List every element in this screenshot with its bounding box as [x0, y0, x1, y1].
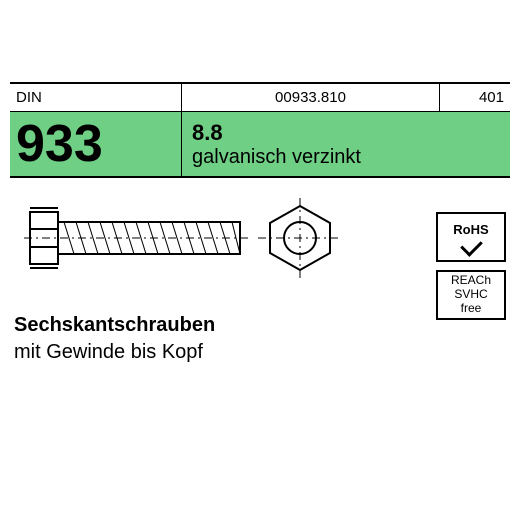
rohs-label: RoHS: [453, 222, 488, 237]
bolt-illustration: [24, 188, 344, 288]
reach-line2: SVHC: [454, 288, 487, 302]
rohs-badge: RoHS: [436, 212, 506, 262]
desc-line1: Sechskantschrauben: [14, 312, 215, 339]
description: Sechskantschrauben mit Gewinde bis Kopf: [14, 312, 215, 366]
header-right-code: 401: [440, 84, 510, 111]
din-label: DIN: [10, 84, 182, 111]
header-code: 00933.810: [182, 84, 440, 111]
reach-badge: REACh SVHC free: [436, 270, 506, 320]
strength-grade: 8.8: [192, 120, 510, 146]
check-icon: [462, 237, 481, 252]
standard-band: 933 8.8 galvanisch verzinkt: [10, 112, 510, 178]
desc-line2: mit Gewinde bis Kopf: [14, 339, 215, 366]
reach-line1: REACh: [451, 274, 491, 288]
din-number: 933: [10, 112, 182, 176]
reach-line3: free: [461, 302, 482, 316]
band-right: 8.8 galvanisch verzinkt: [182, 112, 510, 176]
surface-finish: galvanisch verzinkt: [192, 146, 510, 169]
spec-card: DIN 00933.810 401 933 8.8 galvanisch ver…: [0, 82, 520, 438]
header-row: DIN 00933.810 401: [10, 82, 510, 112]
